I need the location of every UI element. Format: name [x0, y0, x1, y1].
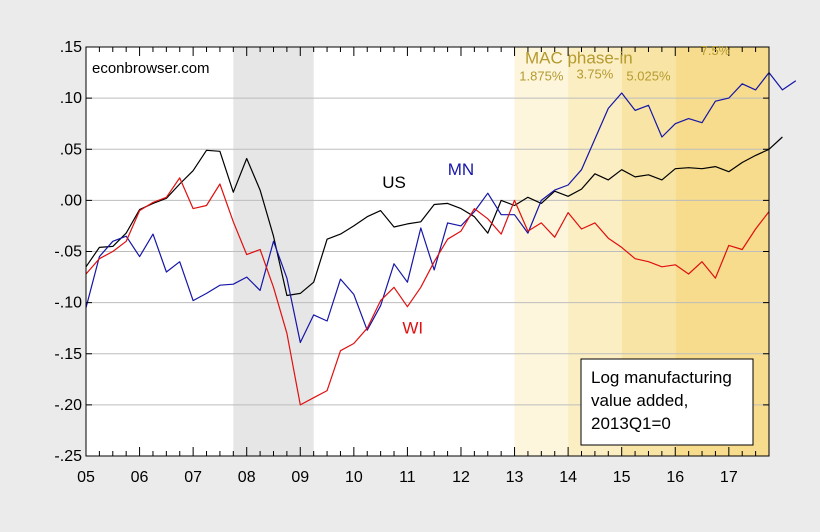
y-tick-label-0: .15 — [60, 39, 82, 56]
series-line-us — [85, 136, 783, 297]
annotations: econbrowser.com US MN WI MAC phase-in 1.875% 3… — [92, 43, 754, 446]
legend-box-line-0: Log manufacturing — [591, 368, 732, 387]
y-tick-label-4: -.05 — [54, 244, 82, 261]
legend-box-line-2: 2013Q1=0 — [591, 414, 671, 433]
x-tick-label-7: 12 — [452, 469, 470, 486]
y-tick-label-3: .00 — [60, 192, 82, 209]
phase-label-0: 1.875% — [519, 69, 564, 84]
y-tick-label-1: .10 — [60, 90, 82, 107]
series-lines — [85, 71, 797, 406]
phase-label-1: 3.75% — [576, 67, 613, 82]
x-tick-label-1: 06 — [131, 469, 149, 486]
x-tick-label-6: 11 — [399, 469, 416, 486]
phase-label-3: 7.5% — [701, 43, 731, 58]
y-tick-label-2: .05 — [60, 141, 82, 158]
x-tick-label-9: 14 — [559, 469, 577, 486]
watermark-text: econbrowser.com — [92, 60, 210, 77]
x-tick-label-5: 10 — [345, 469, 363, 486]
x-tick-label-10: 15 — [613, 469, 631, 486]
y-tick-label-8: -.25 — [54, 448, 82, 465]
series-label-mn: MN — [448, 160, 474, 179]
y-tick-label-5: -.10 — [54, 295, 82, 312]
legend-box — [580, 358, 754, 446]
x-tick-label-8: 13 — [506, 469, 524, 486]
phase-label-2: 5.025% — [626, 69, 671, 84]
x-tick-label-12: 17 — [720, 469, 738, 486]
x-tick-label-0: 05 — [77, 469, 95, 486]
axis-ticks: .15 .10 .05 .00 -.05 -.10 -.15 -.20 -.25 05 06 07 08… — [54, 39, 770, 486]
series-line-wi — [85, 177, 770, 406]
series-line-mn — [85, 71, 797, 344]
legend-box-line-1: value added, — [591, 391, 688, 410]
series-label-us: US — [382, 173, 406, 192]
series-label-wi: WI — [402, 318, 423, 337]
x-tick-label-2: 07 — [184, 469, 202, 486]
phase-title: MAC phase-in — [525, 48, 633, 67]
x-tick-label-3: 08 — [238, 469, 256, 486]
y-tick-label-7: -.20 — [54, 397, 82, 414]
x-tick-label-4: 09 — [291, 469, 309, 486]
x-tick-label-11: 16 — [666, 469, 684, 486]
y-tick-label-6: -.15 — [54, 346, 82, 363]
